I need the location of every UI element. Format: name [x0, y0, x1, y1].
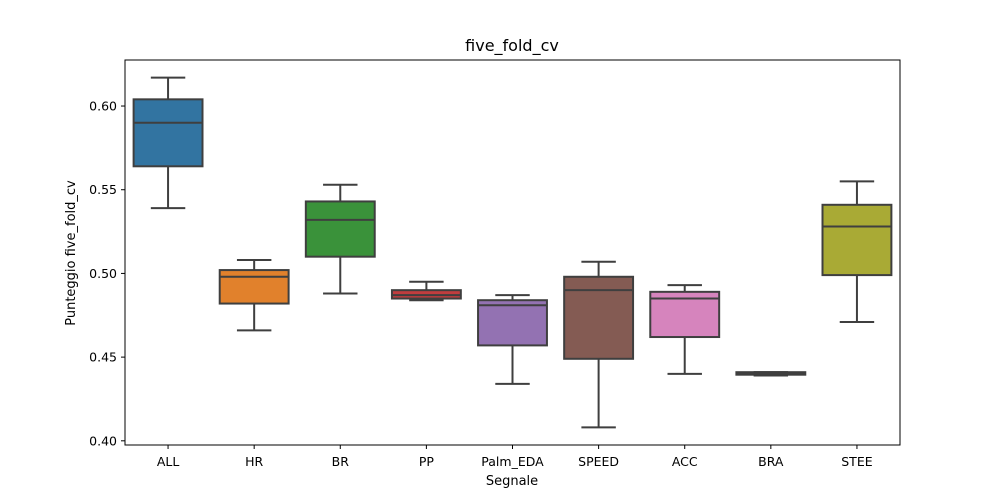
box-hr [218, 259, 290, 332]
x-axis-ticks: ALL HR BR PP Palm_EDA SPEED ACC BRA STEE [157, 445, 873, 469]
x-tick-label: PP [419, 454, 435, 469]
box-speed [563, 260, 635, 429]
x-tick-label: BRA [758, 454, 784, 469]
box-all [132, 76, 204, 210]
iqr-box [304, 200, 376, 258]
chart-title: five_fold_cv [465, 36, 559, 56]
x-tick-label: STEE [841, 454, 872, 469]
x-tick-label: Palm_EDA [481, 454, 544, 469]
box-br [304, 183, 376, 295]
boxes-group [132, 76, 893, 429]
x-tick-label: SPEED [578, 454, 619, 469]
y-tick-label: 0.40 [89, 433, 117, 448]
iqr-box [477, 299, 548, 347]
box-palm-eda [477, 294, 548, 385]
x-axis-label: Segnale [486, 474, 538, 489]
box-stee [821, 180, 893, 323]
box-acc [649, 284, 721, 375]
y-axis-label: Punteggio five_fold_cv [64, 180, 79, 326]
y-tick-label: 0.50 [89, 266, 117, 281]
y-axis-ticks: 0.40 0.45 0.50 0.55 0.60 [89, 99, 125, 448]
x-tick-label: ALL [157, 454, 180, 469]
plot-area [124, 59, 901, 446]
iqr-box [218, 269, 290, 305]
y-tick-label: 0.60 [89, 99, 117, 114]
y-tick-label: 0.55 [89, 182, 117, 197]
x-tick-label: ACC [672, 454, 698, 469]
box-bra [735, 371, 807, 377]
x-tick-label: BR [332, 454, 350, 469]
y-tick-label: 0.45 [89, 350, 117, 365]
x-tick-label: HR [245, 454, 263, 469]
box-pp [390, 280, 462, 302]
iqr-box [821, 203, 893, 277]
iqr-box [563, 275, 635, 360]
iqr-box [132, 98, 204, 168]
